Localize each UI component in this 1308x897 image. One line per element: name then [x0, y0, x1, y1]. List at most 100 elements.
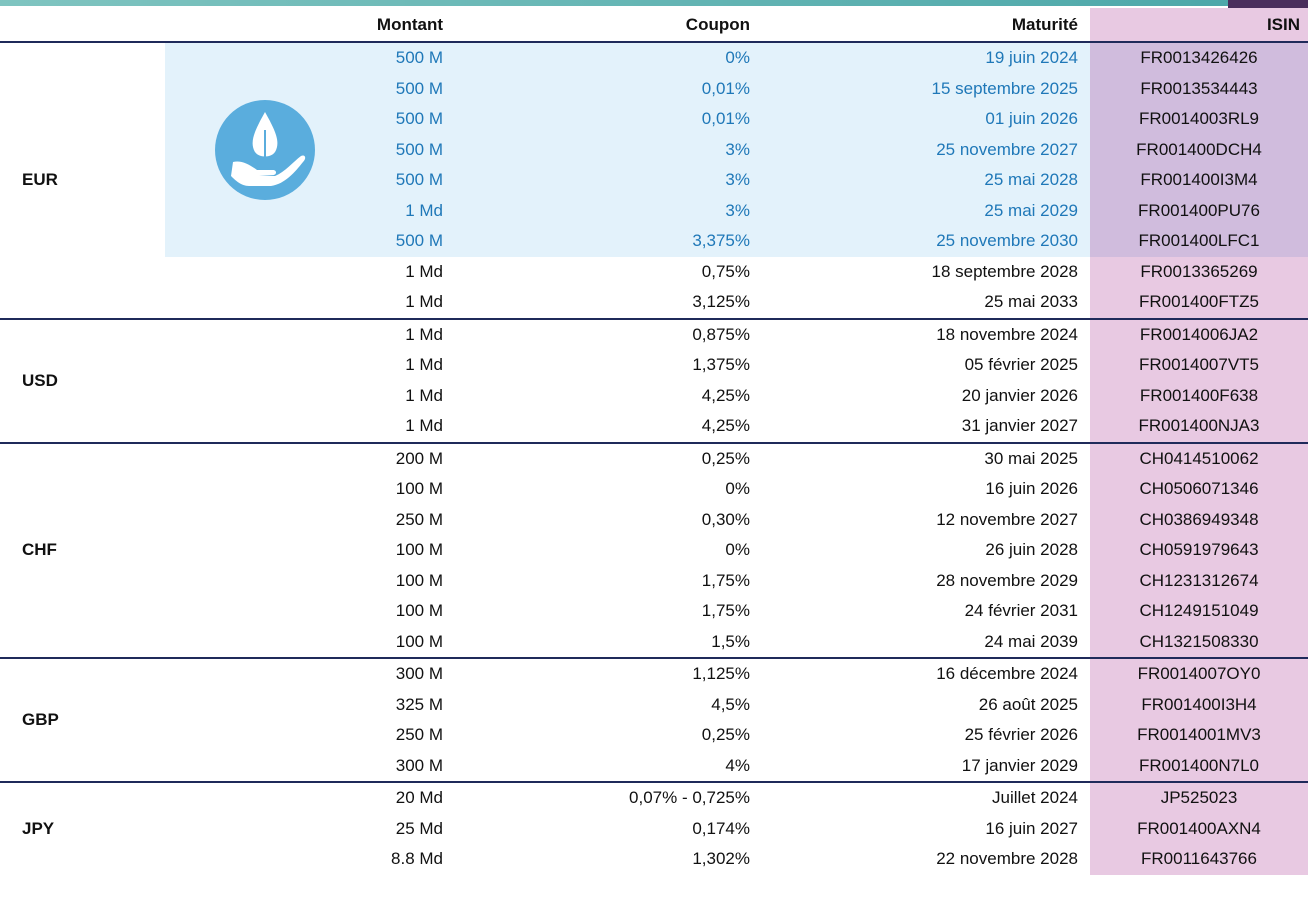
montant-cell: 500 M	[165, 226, 455, 257]
isin-cell: FR001400N7L0	[1090, 750, 1308, 782]
montant-cell: 1 Md	[165, 317, 455, 350]
table-row: 100 M 1,75% 24 février 2031 CH1249151049	[0, 596, 1308, 627]
maturite-cell: 01 juin 2026	[762, 104, 1090, 135]
maturite-cell: 18 novembre 2024	[762, 317, 1090, 350]
maturite-cell: 16 décembre 2024	[762, 657, 1090, 690]
table-row: 25 Md 0,174% 16 juin 2027 FR001400AXN4	[0, 813, 1308, 844]
isin-cell: FR001400LFC1	[1090, 226, 1308, 257]
table-row: 100 M 1,5% 24 mai 2039 CH1321508330	[0, 626, 1308, 658]
coupon-cell: 3%	[455, 165, 762, 196]
isin-cell: CH1231312674	[1090, 565, 1308, 596]
montant-cell: 200 M	[165, 441, 455, 474]
table-row: 250 M 0,25% 25 février 2026 FR0014001MV3	[0, 720, 1308, 751]
top-corner	[1228, 0, 1308, 8]
table-row: 100 M 0% 26 juin 2028 CH0591979643	[0, 535, 1308, 566]
table-row: 1 Md 1,375% 05 février 2025 FR0014007VT5	[0, 350, 1308, 381]
isin-cell: CH1249151049	[1090, 596, 1308, 627]
maturite-cell: 22 novembre 2028	[936, 849, 1078, 869]
currency-cell: CHF	[0, 441, 165, 658]
montant-cell: 1 Md	[405, 261, 443, 281]
montant-cell: 325 M	[395, 694, 443, 714]
coupon-cell: 0,75%	[701, 261, 750, 281]
montant-cell: 500 M	[165, 165, 455, 196]
bond-table: Montant Coupon Maturité ISIN EUR 500 M 0% 1…	[0, 8, 1308, 875]
maturite-cell: 17 janvier 2029	[961, 755, 1078, 775]
maturite-cell: 31 janvier 2027	[961, 416, 1078, 436]
montant-cell: 500 M	[165, 73, 455, 104]
maturite-cell: Juillet 2024	[762, 781, 1090, 814]
coupon-cell: 4,5%	[711, 694, 750, 714]
table-row: GBP 300 M 1,125% 16 décembre 2024 FR0014007O…	[0, 657, 1308, 782]
montant-cell: 1 Md	[405, 416, 443, 436]
table-row: 250 M 0,30% 12 novembre 2027 CH0386949348	[0, 504, 1308, 535]
isin-cell: FR0013426426	[1090, 41, 1308, 74]
montant-cell: 1 Md	[405, 355, 443, 375]
header-cell: Maturité	[762, 8, 1090, 43]
maturite-cell: 30 mai 2025	[762, 441, 1090, 474]
coupon-cell: 4,25%	[701, 385, 750, 405]
coupon-cell: 4%	[725, 755, 750, 775]
montant-cell: 20 Md	[165, 781, 455, 814]
coupon-cell: 1,375%	[692, 355, 750, 375]
isin-cell: FR0013365269	[1090, 256, 1308, 287]
isin-cell: FR0011643766	[1090, 844, 1308, 875]
table-row: 100 M 0% 16 juin 2026 CH0506071346	[0, 474, 1308, 505]
table-row: 1 Md 4,25% 31 janvier 2027 FR001400NJA3	[0, 411, 1308, 443]
montant-cell: 1 Md	[165, 195, 455, 226]
maturite-cell: 25 novembre 2030	[762, 226, 1090, 257]
montant-cell: 25 Md	[395, 818, 443, 838]
montant-cell: 300 M	[165, 657, 455, 690]
table-row: 500 M 3% 25 mai 2028 FR001400I3M4	[0, 165, 1308, 196]
coupon-cell: 0%	[725, 479, 750, 499]
coupon-cell: 1,125%	[455, 657, 762, 690]
isin-cell: FR0013534443	[1090, 73, 1308, 104]
isin-cell: FR0014006JA2	[1090, 317, 1308, 350]
coupon-cell: 0,875%	[455, 317, 762, 350]
isin-cell: CH0506071346	[1090, 474, 1308, 505]
maturite-cell: 16 juin 2026	[985, 479, 1078, 499]
currency-cell: JPY	[0, 781, 165, 875]
currency-cell: EUR	[0, 41, 165, 319]
isin-cell: FR001400NJA3	[1090, 411, 1308, 443]
coupon-cell: 1,302%	[692, 849, 750, 869]
green-bond-icon	[215, 100, 315, 200]
coupon-cell: 0,25%	[701, 725, 750, 745]
coupon-cell: 0%	[455, 41, 762, 74]
coupon-cell: 1,5%	[711, 631, 750, 651]
table-row: 100 M 1,75% 28 novembre 2029 CH1231312674	[0, 565, 1308, 596]
montant-cell: 100 M	[395, 479, 443, 499]
montant-cell: 250 M	[395, 725, 443, 745]
table-row: 1 Md 3% 25 mai 2029 FR001400PU76	[0, 195, 1308, 226]
maturite-cell: 25 novembre 2027	[762, 134, 1090, 165]
montant-cell: 250 M	[395, 509, 443, 529]
isin-cell: FR001400PU76	[1090, 195, 1308, 226]
maturite-cell: 16 juin 2027	[985, 818, 1078, 838]
table-row: 300 M 4% 17 janvier 2029 FR001400N7L0	[0, 750, 1308, 782]
isin-cell: FR001400AXN4	[1090, 813, 1308, 844]
maturite-cell: 26 juin 2028	[985, 540, 1078, 560]
montant-cell: 100 M	[395, 631, 443, 651]
maturite-cell: 18 septembre 2028	[931, 261, 1079, 281]
table-row: 500 M 3% 25 novembre 2027 FR001400DCH4	[0, 134, 1308, 165]
isin-cell: FR0014007VT5	[1090, 350, 1308, 381]
isin-cell: CH0591979643	[1090, 535, 1308, 566]
coupon-cell: 0,25%	[455, 441, 762, 474]
isin-cell: FR001400I3H4	[1090, 689, 1308, 720]
table-row: 1 Md 0,75% 18 septembre 2028 FR0013365269	[0, 256, 1308, 287]
isin-cell: CH0414510062	[1090, 441, 1308, 474]
isin-cell: FR001400DCH4	[1090, 134, 1308, 165]
maturite-cell: 15 septembre 2025	[762, 73, 1090, 104]
montant-cell: 8.8 Md	[391, 849, 443, 869]
maturite-cell: 25 mai 2029	[762, 195, 1090, 226]
coupon-cell: 3%	[455, 195, 762, 226]
top-bar	[0, 0, 1308, 6]
coupon-cell: 3%	[455, 134, 762, 165]
isin-cell: FR0014007OY0	[1090, 657, 1308, 690]
coupon-cell: 1,75%	[701, 570, 750, 590]
montant-cell: 300 M	[395, 755, 443, 775]
header-cell: ISIN	[1090, 8, 1308, 43]
table-row: USD 1 Md 0,875% 18 novembre 2024 FR0014006JA…	[0, 317, 1308, 443]
isin-cell: CH1321508330	[1090, 626, 1308, 658]
coupon-cell: 0,174%	[692, 818, 750, 838]
table-row: 500 M 0,01% 01 juin 2026 FR0014003RL9	[0, 104, 1308, 135]
